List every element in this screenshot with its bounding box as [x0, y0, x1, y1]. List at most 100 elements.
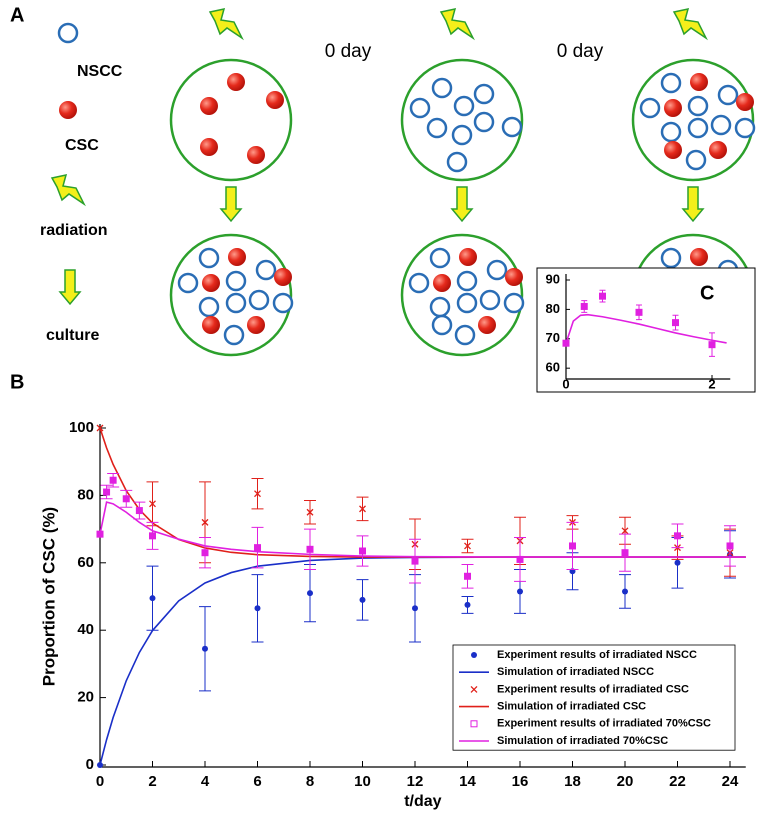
csc-cell	[478, 316, 496, 334]
x-tick-label: 20	[617, 773, 634, 790]
x-tick-label: 0	[96, 773, 104, 790]
nscc-cell	[473, 83, 495, 105]
csc-cell	[202, 274, 220, 292]
x-tick-label: 16	[512, 773, 529, 790]
csc-cell	[690, 73, 708, 91]
legend-label: Simulation of irradiated 70%CSC	[497, 735, 668, 747]
data-point	[622, 588, 628, 595]
data-point	[122, 495, 130, 503]
data-point	[254, 490, 261, 498]
csc-cell	[59, 101, 77, 119]
nscc-cell	[408, 272, 430, 294]
day-label: 0 day	[557, 41, 604, 62]
nscc-cell	[248, 289, 270, 311]
csc-cell	[266, 91, 284, 109]
data-point	[672, 319, 679, 327]
x-tick-label: 4	[201, 773, 210, 790]
data-point	[621, 527, 629, 535]
nscc-cell	[57, 22, 79, 44]
data-point	[517, 588, 523, 595]
data-point	[464, 542, 471, 550]
radiation-icon	[439, 8, 475, 41]
csc-cell	[664, 99, 682, 117]
nscc-cell	[198, 296, 220, 318]
legend-label: Simulation of irradiated CSC	[497, 701, 646, 713]
nscc-cell	[486, 259, 508, 281]
csc-cell	[228, 248, 246, 266]
data-point	[359, 505, 366, 513]
x-tick-label: 6	[253, 773, 261, 790]
culture-arrow	[58, 269, 82, 306]
nscc-cell	[503, 292, 525, 314]
culture-arrow	[681, 186, 705, 223]
data-point	[464, 572, 471, 580]
data-point	[359, 596, 366, 603]
data-point	[307, 590, 313, 597]
csc-cell	[200, 138, 218, 156]
data-point	[135, 507, 143, 515]
x-tick-label: 10	[354, 773, 371, 790]
x-axis-label: t/day	[404, 793, 441, 810]
csc-cell	[709, 141, 727, 159]
nscc-cell	[685, 149, 707, 171]
simulation-line	[565, 313, 727, 344]
data-point	[306, 508, 314, 516]
nscc-cell	[660, 247, 682, 269]
legend-label: NSCC	[77, 63, 123, 80]
nscc-cell	[456, 270, 478, 292]
csc-cell	[664, 141, 682, 159]
nscc-cell	[225, 270, 247, 292]
data-point	[149, 500, 156, 508]
nscc-cell	[431, 314, 453, 336]
csc-cell	[736, 93, 754, 111]
panel-a: A NSCC CSC radiation culture 0 day 0 day	[10, 4, 604, 344]
csc-cell	[459, 248, 477, 266]
x-tick-label: 22	[669, 773, 686, 790]
y-tick-label: 40	[77, 621, 94, 638]
nscc-cell	[660, 72, 682, 94]
data-point	[202, 645, 208, 652]
simulation-line	[99, 501, 746, 558]
data-point	[708, 341, 716, 349]
x-tick-label: 2	[708, 376, 715, 391]
nscc-cell	[479, 289, 501, 311]
nscc-cell	[177, 272, 199, 294]
x-tick-label: 18	[564, 773, 581, 790]
csc-cell	[247, 316, 265, 334]
data-point	[411, 557, 419, 565]
x-tick-label: 24	[722, 773, 739, 790]
nscc-cell	[453, 95, 475, 117]
panel-label: B	[10, 371, 24, 393]
csc-cell	[505, 268, 523, 286]
nscc-cell	[223, 324, 245, 346]
nscc-cell	[451, 124, 473, 146]
y-tick-label: 60	[546, 360, 560, 375]
nscc-cell	[717, 84, 739, 106]
data-point	[109, 476, 117, 484]
y-axis-label: Proportion of CSC (%)	[39, 507, 58, 686]
nscc-cell	[272, 292, 294, 314]
data-point	[254, 544, 261, 552]
data-point	[359, 547, 366, 555]
csc-cell	[690, 248, 708, 266]
culture-arrow	[219, 186, 243, 223]
csc-cell	[274, 268, 292, 286]
y-tick-label: 0	[86, 756, 94, 773]
x-tick-label: 12	[407, 773, 424, 790]
y-tick-label: 80	[546, 301, 560, 316]
radiation-icon	[50, 174, 86, 207]
legend-label: CSC	[65, 137, 99, 154]
data-point	[464, 601, 471, 608]
nscc-cell	[473, 111, 495, 133]
nscc-cell	[431, 77, 453, 99]
x-tick-label: 0	[562, 376, 569, 391]
legend-label: Simulation of irradiated NSCC	[497, 666, 654, 678]
y-tick-label: 90	[546, 271, 560, 286]
legend-box	[452, 644, 736, 751]
nscc-cell	[429, 296, 451, 318]
nscc-cell	[710, 114, 732, 136]
inset-chart: C 60 70 80 90 0 2	[536, 267, 756, 393]
x-tick-label: 8	[306, 773, 314, 790]
